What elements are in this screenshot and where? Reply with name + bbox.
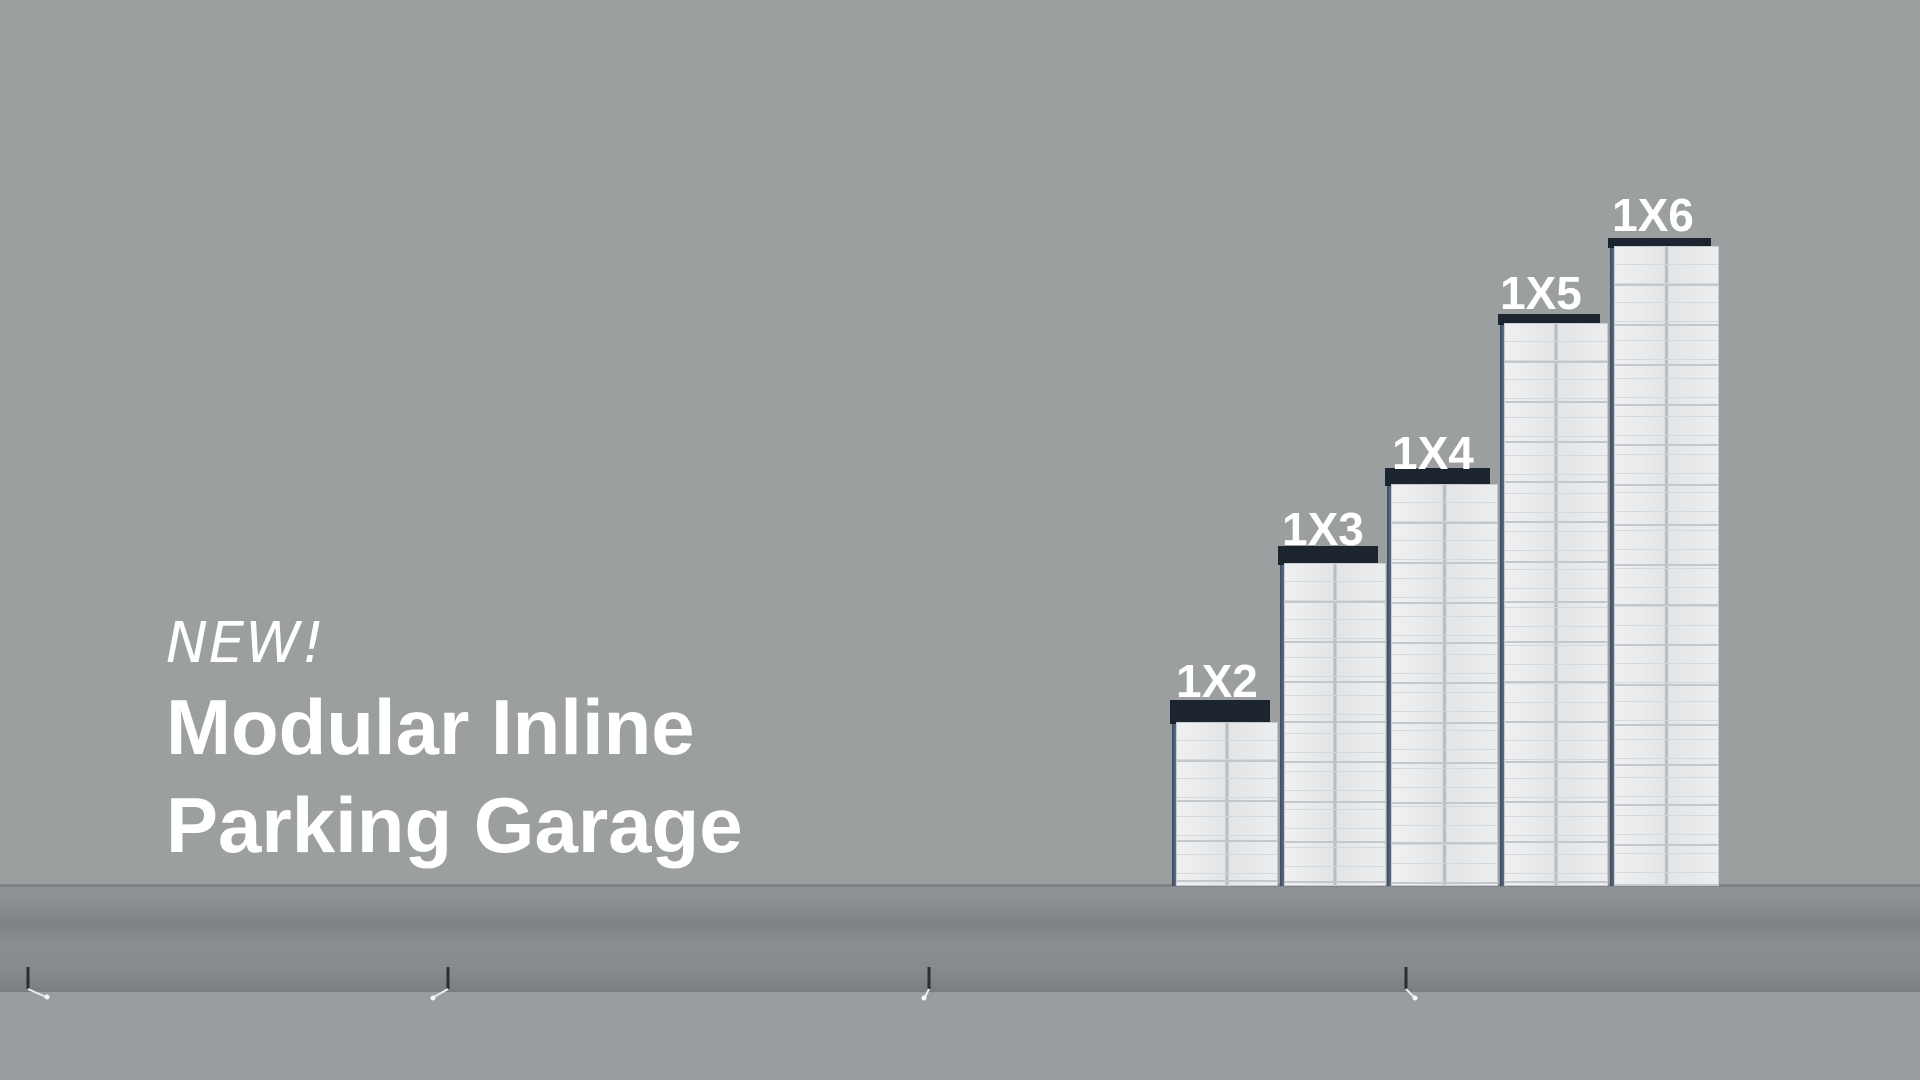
- road-edge: [0, 884, 1920, 888]
- street-lamp-icon: [22, 965, 52, 1001]
- street-lamp-icon: [914, 965, 944, 1001]
- tower-side: [1172, 724, 1178, 886]
- title-line-2: Parking Garage: [166, 781, 743, 869]
- tower-roof: [1498, 314, 1600, 325]
- tower-side: [1500, 325, 1506, 886]
- tower-body: [1176, 722, 1278, 886]
- tower-label: 1X4: [1392, 427, 1474, 479]
- street-lamp-icon: [1396, 965, 1426, 1001]
- tower-body: [1284, 563, 1386, 886]
- headline: NEW! Modular Inline Parking Garage: [166, 610, 743, 874]
- tower-body: [1504, 323, 1608, 886]
- title-line-1: Modular Inline: [166, 683, 695, 771]
- tower-label: 1X5: [1500, 267, 1582, 319]
- tower-roof: [1608, 238, 1711, 248]
- tower-body: [1391, 484, 1498, 886]
- tower-label: 1X3: [1282, 503, 1364, 555]
- tower-label: 1X6: [1612, 189, 1694, 241]
- tower-side: [1387, 486, 1393, 886]
- tower-label: 1X2: [1176, 655, 1258, 707]
- tower-side: [1280, 565, 1286, 886]
- road: [0, 887, 1920, 992]
- ground: [0, 992, 1920, 1080]
- tower-roof: [1278, 546, 1378, 565]
- tower-roof: [1170, 700, 1270, 724]
- tower-body: [1614, 246, 1719, 886]
- new-tag: NEW!: [166, 611, 326, 676]
- tower-side: [1610, 248, 1616, 886]
- tower-roof: [1385, 468, 1490, 486]
- street-lamp-icon: [426, 965, 456, 1001]
